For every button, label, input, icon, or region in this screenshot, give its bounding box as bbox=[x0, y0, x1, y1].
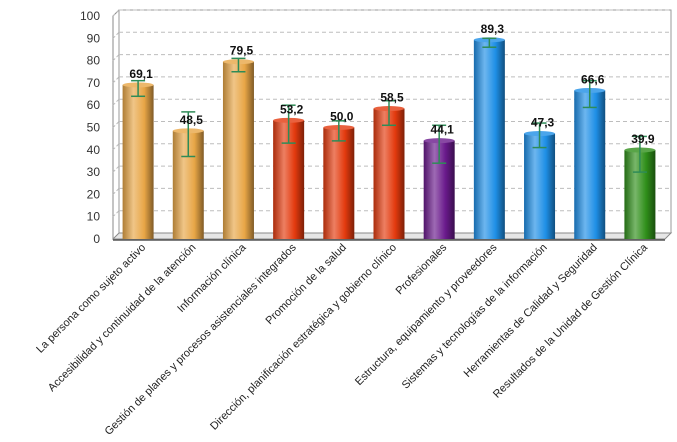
y-tick-label: 90 bbox=[87, 31, 101, 45]
plot-side-wall bbox=[112, 9, 120, 239]
data-label: 44,1 bbox=[431, 123, 455, 137]
data-label: 69,1 bbox=[129, 67, 153, 81]
data-label: 47,3 bbox=[531, 116, 555, 130]
y-tick-label: 80 bbox=[87, 54, 101, 68]
x-tick-label: La persona como sujeto activo bbox=[34, 242, 148, 356]
y-tick-label: 10 bbox=[87, 210, 101, 224]
gridline-side bbox=[112, 165, 120, 173]
data-label: 58,5 bbox=[380, 91, 404, 105]
y-tick-label: 70 bbox=[87, 76, 101, 90]
y-tick-label: 20 bbox=[87, 187, 101, 201]
data-label: 39,9 bbox=[631, 132, 655, 146]
bar bbox=[524, 133, 556, 239]
gridline-side bbox=[112, 54, 120, 61]
data-label: 48,5 bbox=[180, 113, 204, 127]
gridline-side bbox=[112, 188, 120, 195]
data-label: 53,2 bbox=[280, 102, 304, 116]
bar bbox=[574, 90, 606, 240]
gridline-side bbox=[112, 98, 120, 106]
bar bbox=[323, 127, 355, 239]
gridline-side bbox=[112, 76, 120, 84]
y-tick-label: 50 bbox=[87, 121, 101, 135]
bar bbox=[373, 108, 405, 239]
bar bbox=[473, 39, 505, 240]
error-bars bbox=[131, 37, 647, 173]
bar bbox=[222, 61, 254, 240]
gridline-side bbox=[112, 31, 120, 39]
bar bbox=[122, 84, 154, 239]
x-axis-labels: La persona como sujeto activoAccesibilid… bbox=[34, 241, 650, 438]
x-tick-label: Dirección, planificación estratégica y g… bbox=[208, 242, 399, 433]
gridline-side bbox=[112, 9, 120, 17]
x-tick-label: Gestión de planes y procesos asistencial… bbox=[103, 241, 299, 437]
data-label: 79,5 bbox=[230, 44, 254, 58]
data-label: 89,3 bbox=[481, 22, 505, 36]
data-labels: 69,1 48,5 79,5 53,2 50,0 58,5 44,1 89,3 47,3 66,6… bbox=[129, 22, 654, 146]
y-tick-label: 0 bbox=[93, 232, 100, 246]
gridline-side bbox=[112, 210, 120, 218]
gridline-side bbox=[112, 121, 120, 128]
y-tick-label: 30 bbox=[87, 165, 101, 179]
y-tick-label: 60 bbox=[87, 98, 101, 112]
y-tick-label: 40 bbox=[87, 143, 101, 157]
y-axis: 0 10 20 30 40 50 60 70 80 90 100 bbox=[80, 9, 100, 246]
x-tick-label: Profesionales bbox=[394, 241, 450, 297]
gridline-side bbox=[112, 143, 120, 151]
data-label: 50,0 bbox=[330, 110, 354, 124]
data-label: 66,6 bbox=[581, 72, 605, 86]
y-tick-label: 100 bbox=[80, 9, 100, 23]
